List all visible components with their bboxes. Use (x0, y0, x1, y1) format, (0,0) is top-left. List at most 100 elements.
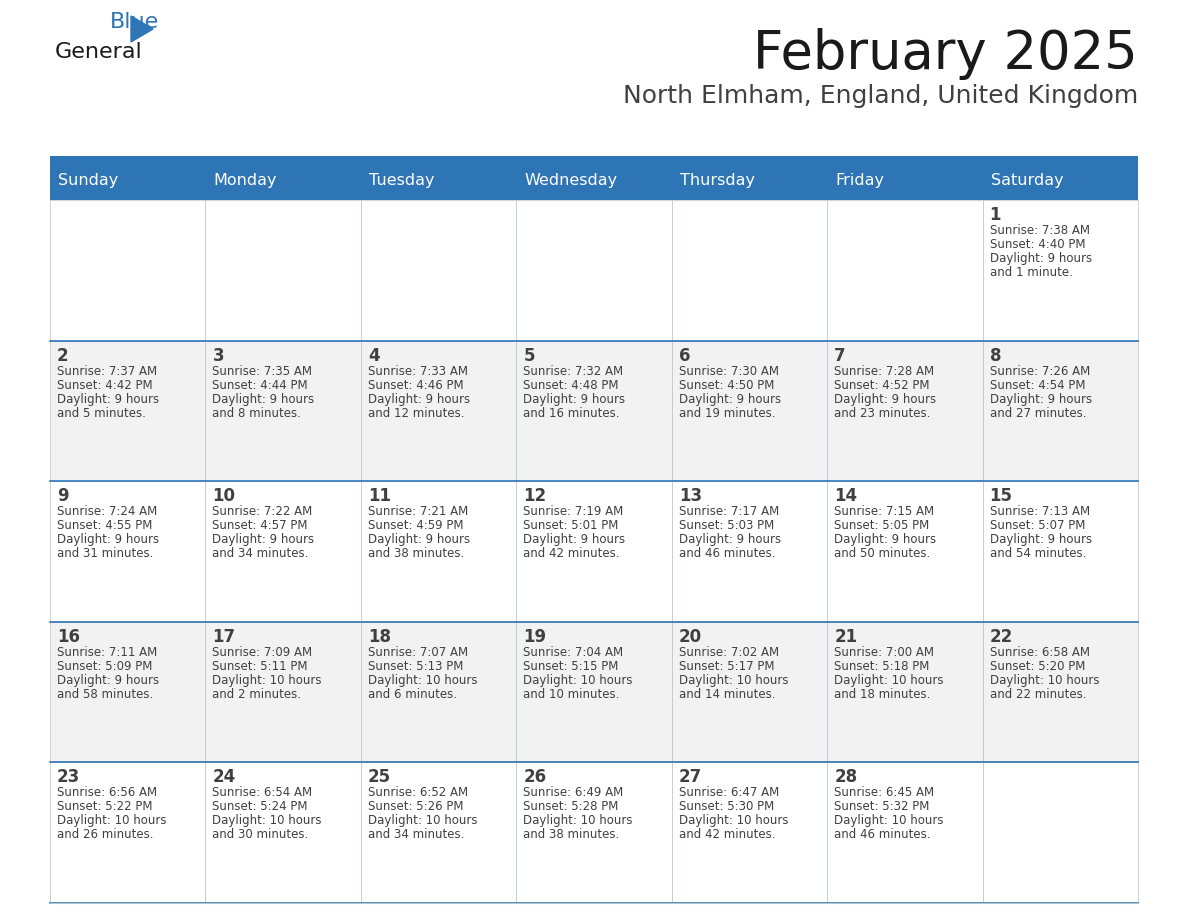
Text: Sunset: 5:11 PM: Sunset: 5:11 PM (213, 660, 308, 673)
Text: and 46 minutes.: and 46 minutes. (678, 547, 776, 560)
Text: and 42 minutes.: and 42 minutes. (678, 828, 776, 842)
Text: Sunrise: 7:07 AM: Sunrise: 7:07 AM (368, 645, 468, 659)
Text: Daylight: 9 hours: Daylight: 9 hours (523, 533, 625, 546)
Text: Tuesday: Tuesday (368, 174, 435, 188)
Text: and 27 minutes.: and 27 minutes. (990, 407, 1086, 420)
Text: Daylight: 10 hours: Daylight: 10 hours (368, 674, 478, 687)
Text: Sunset: 5:17 PM: Sunset: 5:17 PM (678, 660, 775, 673)
Text: Sunset: 5:09 PM: Sunset: 5:09 PM (57, 660, 152, 673)
Text: Sunrise: 7:15 AM: Sunrise: 7:15 AM (834, 505, 934, 518)
Text: Sunset: 4:57 PM: Sunset: 4:57 PM (213, 520, 308, 532)
Text: Sunset: 4:44 PM: Sunset: 4:44 PM (213, 378, 308, 392)
Bar (827, 621, 982, 763)
Bar (827, 341, 982, 481)
Bar (827, 200, 982, 341)
Text: and 34 minutes.: and 34 minutes. (213, 547, 309, 560)
Text: Daylight: 9 hours: Daylight: 9 hours (523, 393, 625, 406)
Text: 28: 28 (834, 768, 858, 787)
Text: General: General (55, 42, 143, 62)
Text: Daylight: 9 hours: Daylight: 9 hours (57, 533, 159, 546)
Text: Sunrise: 7:37 AM: Sunrise: 7:37 AM (57, 364, 157, 377)
Bar (517, 481, 671, 621)
Text: Sunset: 5:15 PM: Sunset: 5:15 PM (523, 660, 619, 673)
Text: 17: 17 (213, 628, 235, 645)
Text: Daylight: 10 hours: Daylight: 10 hours (368, 814, 478, 827)
Text: Sunset: 5:26 PM: Sunset: 5:26 PM (368, 800, 463, 813)
Text: North Elmham, England, United Kingdom: North Elmham, England, United Kingdom (623, 84, 1138, 108)
Text: Sunrise: 7:22 AM: Sunrise: 7:22 AM (213, 505, 312, 518)
Bar (206, 341, 361, 481)
Text: Daylight: 9 hours: Daylight: 9 hours (678, 533, 781, 546)
Text: 16: 16 (57, 628, 80, 645)
Bar (50, 200, 206, 341)
Text: 5: 5 (523, 347, 535, 364)
Bar (827, 763, 982, 903)
Text: Sunrise: 7:02 AM: Sunrise: 7:02 AM (678, 645, 779, 659)
Text: 6: 6 (678, 347, 690, 364)
Text: Sunset: 5:28 PM: Sunset: 5:28 PM (523, 800, 619, 813)
Text: Sunrise: 7:00 AM: Sunrise: 7:00 AM (834, 645, 934, 659)
Text: and 23 minutes.: and 23 minutes. (834, 407, 930, 420)
Text: and 38 minutes.: and 38 minutes. (523, 828, 619, 842)
Bar (517, 200, 671, 341)
Text: 1: 1 (990, 206, 1001, 224)
Bar (982, 341, 1138, 481)
Bar (206, 621, 361, 763)
Text: and 34 minutes.: and 34 minutes. (368, 828, 465, 842)
Text: and 6 minutes.: and 6 minutes. (368, 688, 457, 700)
Text: 24: 24 (213, 768, 235, 787)
Text: Sunrise: 7:28 AM: Sunrise: 7:28 AM (834, 364, 934, 377)
Text: Daylight: 10 hours: Daylight: 10 hours (834, 674, 943, 687)
Text: Sunset: 4:46 PM: Sunset: 4:46 PM (368, 378, 463, 392)
Text: 12: 12 (523, 487, 546, 505)
Text: Sunrise: 7:26 AM: Sunrise: 7:26 AM (990, 364, 1089, 377)
Text: Daylight: 9 hours: Daylight: 9 hours (834, 393, 936, 406)
Text: 4: 4 (368, 347, 379, 364)
Bar (361, 200, 517, 341)
Text: Sunrise: 6:56 AM: Sunrise: 6:56 AM (57, 787, 157, 800)
Text: Daylight: 9 hours: Daylight: 9 hours (990, 533, 1092, 546)
Text: Sunrise: 7:17 AM: Sunrise: 7:17 AM (678, 505, 779, 518)
Text: 14: 14 (834, 487, 858, 505)
Text: Daylight: 10 hours: Daylight: 10 hours (523, 674, 633, 687)
Text: 11: 11 (368, 487, 391, 505)
Text: Daylight: 9 hours: Daylight: 9 hours (990, 393, 1092, 406)
Text: Daylight: 9 hours: Daylight: 9 hours (57, 393, 159, 406)
Text: and 2 minutes.: and 2 minutes. (213, 688, 302, 700)
Bar (517, 341, 671, 481)
Text: Daylight: 9 hours: Daylight: 9 hours (990, 252, 1092, 265)
Text: Sunset: 5:05 PM: Sunset: 5:05 PM (834, 520, 929, 532)
Text: Sunset: 5:24 PM: Sunset: 5:24 PM (213, 800, 308, 813)
Bar (982, 763, 1138, 903)
Text: Sunrise: 6:49 AM: Sunrise: 6:49 AM (523, 787, 624, 800)
Text: and 16 minutes.: and 16 minutes. (523, 407, 620, 420)
Bar (982, 621, 1138, 763)
Bar (982, 200, 1138, 341)
Text: and 38 minutes.: and 38 minutes. (368, 547, 465, 560)
Bar (206, 200, 361, 341)
Text: Sunset: 5:01 PM: Sunset: 5:01 PM (523, 520, 619, 532)
Bar (50, 763, 206, 903)
Text: 15: 15 (990, 487, 1012, 505)
Text: Daylight: 10 hours: Daylight: 10 hours (57, 814, 166, 827)
Bar (50, 156, 1138, 162)
Text: Friday: Friday (835, 174, 884, 188)
Text: Sunrise: 7:11 AM: Sunrise: 7:11 AM (57, 645, 157, 659)
Text: Wednesday: Wednesday (524, 174, 618, 188)
Text: 23: 23 (57, 768, 81, 787)
Bar (671, 341, 827, 481)
Text: 9: 9 (57, 487, 69, 505)
Text: and 22 minutes.: and 22 minutes. (990, 688, 1086, 700)
Text: Daylight: 10 hours: Daylight: 10 hours (990, 674, 1099, 687)
Text: Daylight: 9 hours: Daylight: 9 hours (368, 393, 470, 406)
Text: Sunrise: 6:47 AM: Sunrise: 6:47 AM (678, 787, 779, 800)
Text: Sunrise: 6:54 AM: Sunrise: 6:54 AM (213, 787, 312, 800)
Text: Sunset: 4:48 PM: Sunset: 4:48 PM (523, 378, 619, 392)
Bar (206, 763, 361, 903)
Bar (671, 763, 827, 903)
Text: 20: 20 (678, 628, 702, 645)
Text: and 26 minutes.: and 26 minutes. (57, 828, 153, 842)
Bar (671, 481, 827, 621)
Text: and 58 minutes.: and 58 minutes. (57, 688, 153, 700)
Text: Daylight: 10 hours: Daylight: 10 hours (213, 814, 322, 827)
